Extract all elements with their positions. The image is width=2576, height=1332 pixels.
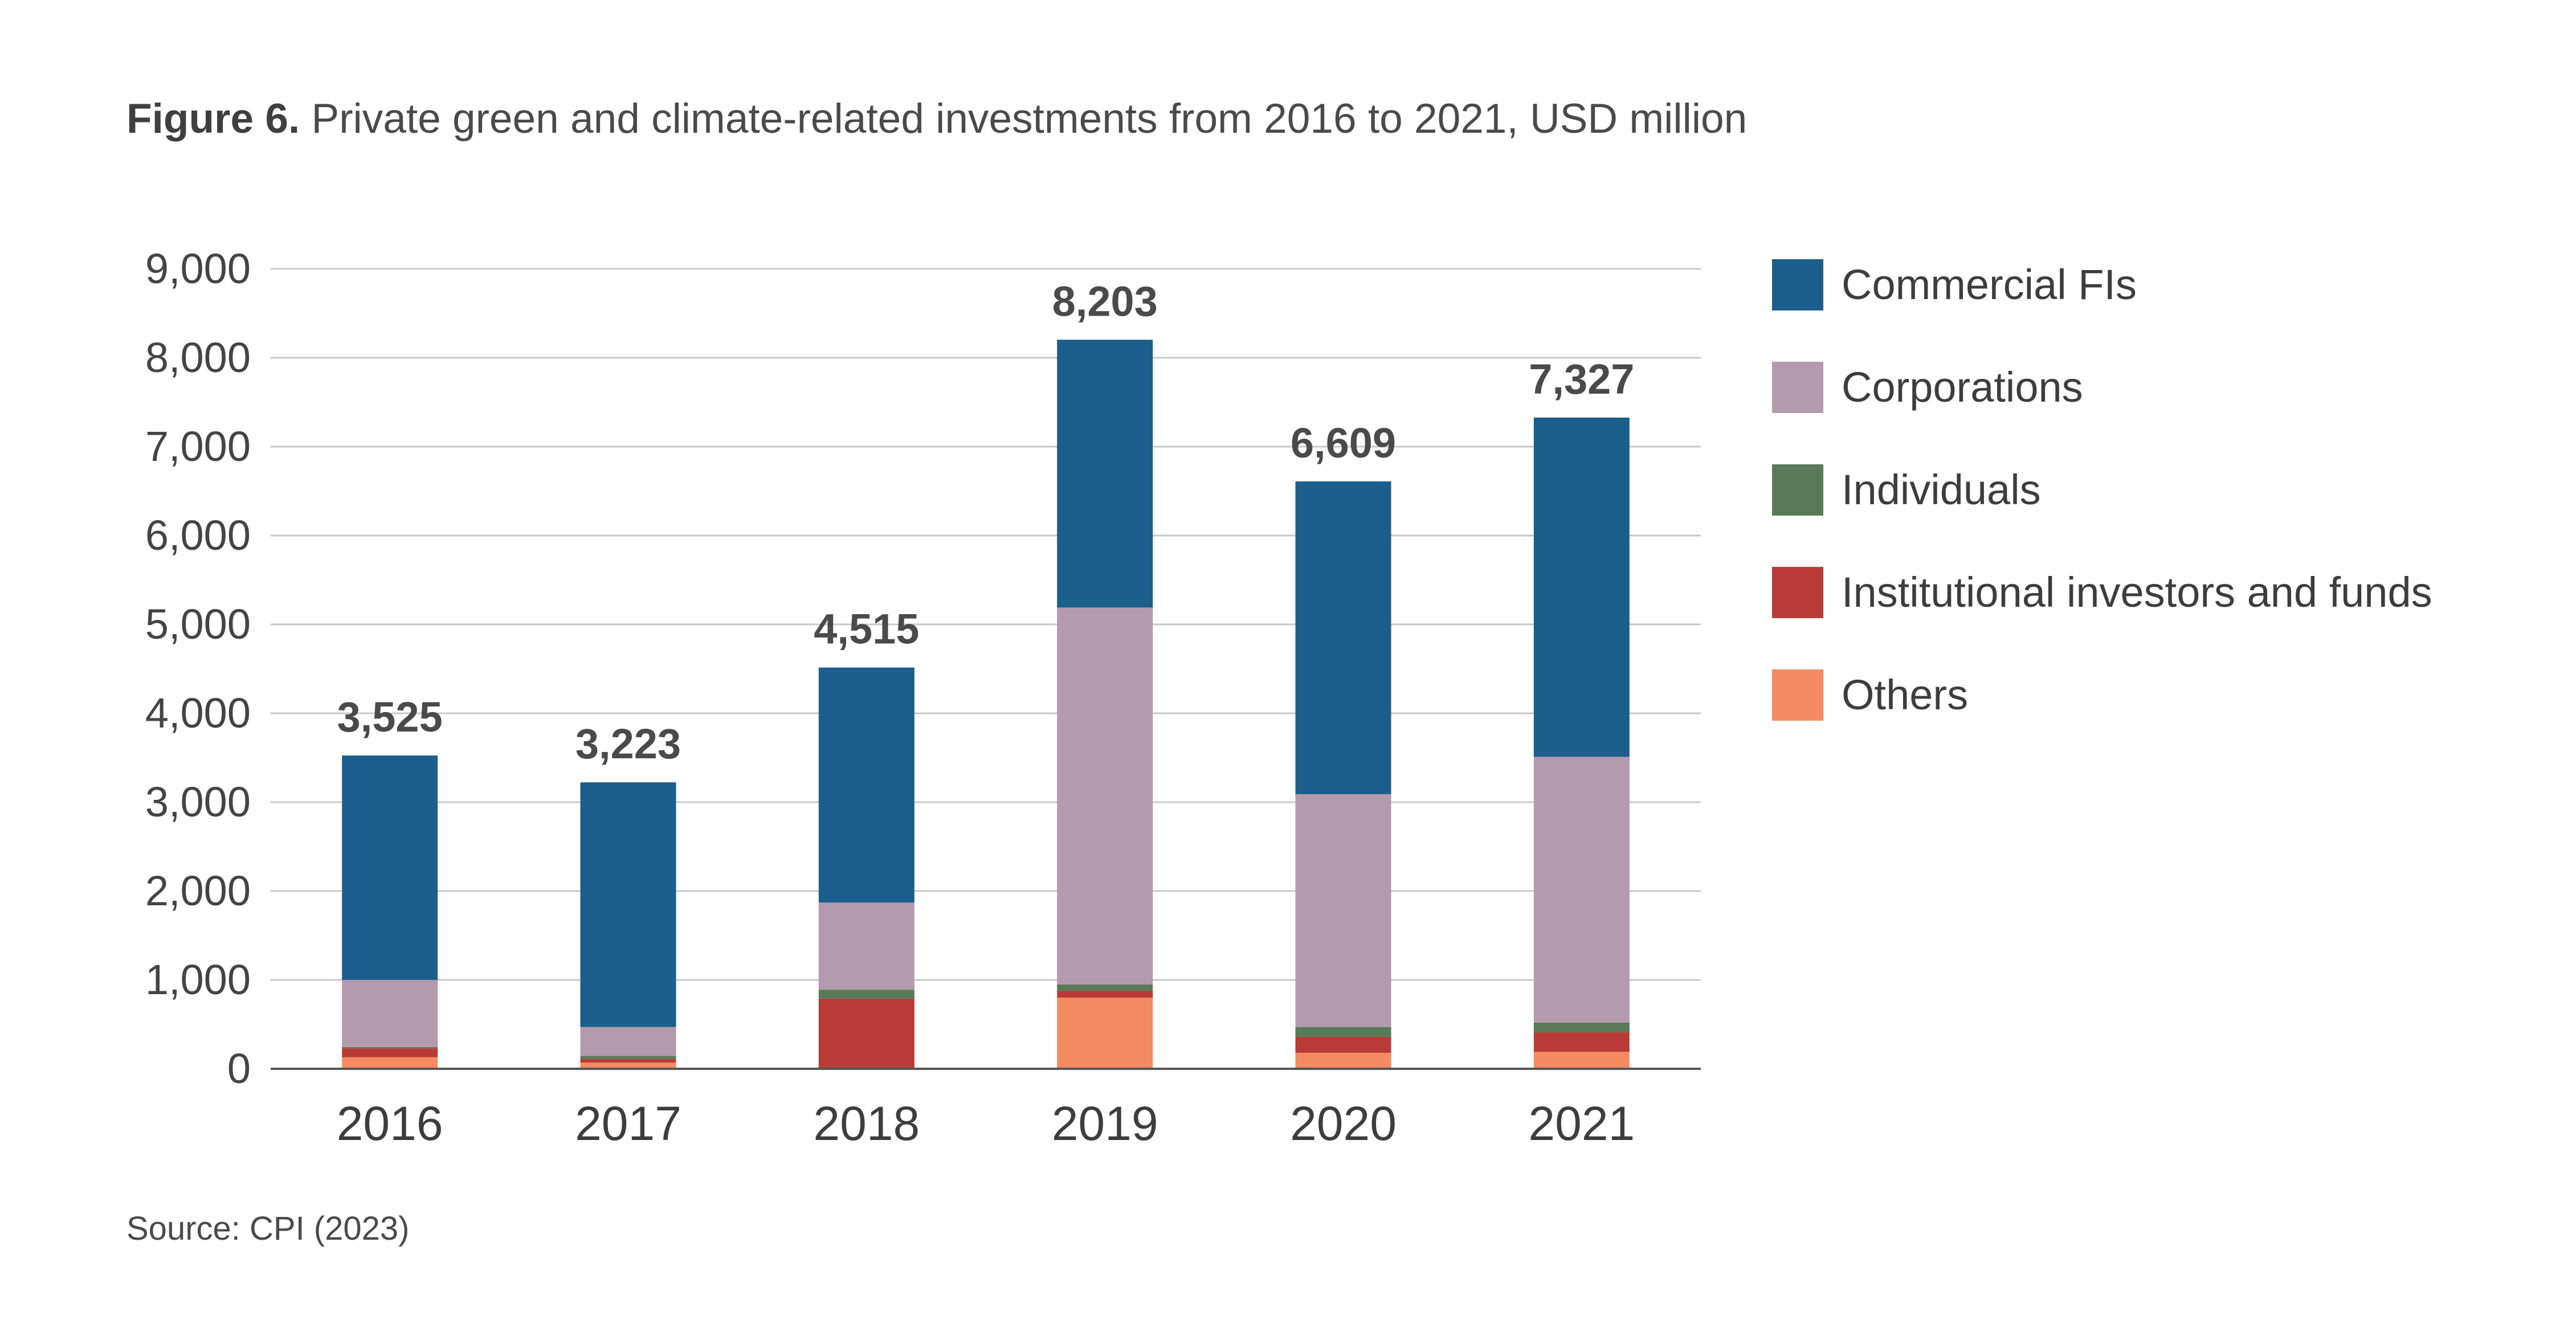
legend-item-commercial-fis: Commercial FIs [1772,259,2570,310]
bars [342,340,1630,1069]
x-tick-label-2019: 2019 [1052,1097,1158,1150]
y-tick-label: 6,000 [145,512,251,559]
bar-2018-commercial-fis [818,667,915,903]
bar-2016-commercial-fis [342,755,438,980]
bar-2020-individuals [1295,1027,1391,1037]
total-label-2019: 8,203 [1052,277,1158,325]
y-tick-label: 8,000 [145,334,251,381]
bar-2017-commercial-fis [580,782,676,1027]
y-tick-label: 1,000 [145,956,251,1003]
bar-2016-others [342,1057,438,1069]
x-axis-tick-labels: 2016 2017 2018 2019 2020 2021 [337,1097,1635,1150]
bar-2020-corporations [1295,794,1391,1027]
bar-2021-others [1533,1052,1630,1069]
y-tick-label: 9,000 [145,245,251,292]
total-label-2020: 6,609 [1291,419,1396,467]
legend-swatch [1772,464,1823,516]
bar-2017-others [580,1063,676,1069]
bar-2017-institutional-investors-and-funds [580,1059,676,1063]
figure-label: Figure 6. [126,96,300,142]
legend-label: Institutional investors and funds [1842,569,2432,616]
bar-2018-institutional-investors-and-funds [818,998,915,1069]
bar-2018-individuals [818,990,915,999]
x-tick-label-2017: 2017 [575,1097,681,1150]
y-tick-label: 3,000 [145,778,251,826]
legend-item-others: Others [1772,669,2570,721]
legend-label: Individuals [1842,466,2041,513]
bar-2016-individuals [342,1047,438,1049]
y-tick-label: 4,000 [145,689,251,737]
legend-item-corporations: Corporations [1772,362,2570,413]
bar-2017-individuals [580,1056,676,1059]
bar-2017-corporations [580,1027,676,1056]
total-label-2017: 3,223 [575,720,681,767]
source-note: Source: CPI (2023) [126,1210,410,1247]
bar-2021-individuals [1533,1022,1630,1033]
legend-swatch [1772,362,1823,413]
legend-swatch [1772,567,1823,618]
bar-2020-others [1295,1052,1391,1069]
bar-2021-commercial-fis [1533,417,1630,757]
legend-label: Commercial FIs [1842,261,2137,308]
legend-swatch [1772,259,1823,310]
y-tick-label: 5,000 [145,600,251,648]
legend-item-individuals: Individuals [1772,464,2570,516]
total-label-2021: 7,327 [1529,356,1634,403]
legend-label: Corporations [1842,363,2083,411]
bar-2019-corporations [1057,607,1153,984]
legend-label: Others [1842,671,1969,718]
y-tick-label: 7,000 [145,423,251,470]
total-labels: 3,525 3,223 4,515 8,203 6,609 7,327 [337,277,1635,767]
figure-title: Figure 6. Private green and climate-rela… [126,98,1747,140]
bar-2016-institutional-investors-and-funds [342,1048,438,1057]
legend-swatch [1772,669,1823,721]
bar-2016-corporations [342,980,438,1047]
total-label-2016: 3,525 [337,693,443,741]
bar-2021-institutional-investors-and-funds [1533,1032,1630,1052]
bar-2019-institutional-investors-and-funds [1057,990,1153,998]
y-tick-label: 2,000 [145,867,251,914]
x-tick-label-2020: 2020 [1290,1097,1397,1150]
x-tick-label-2021: 2021 [1528,1097,1635,1150]
total-label-2018: 4,515 [814,606,919,653]
y-tick-label: 0 [227,1045,251,1092]
bar-2020-commercial-fis [1295,481,1391,794]
gridlines [271,268,1701,981]
figure-title-text: Private green and climate-related invest… [311,96,1748,142]
y-axis-tick-labels: 0 1,000 2,000 3,000 4,000 5,000 6,000 7,000 8,00… [145,245,251,1092]
bar-2019-commercial-fis [1057,340,1153,608]
bar-2020-institutional-investors-and-funds [1295,1036,1391,1053]
bar-2019-others [1057,998,1153,1069]
bar-2018-corporations [818,902,915,990]
x-tick-label-2018: 2018 [813,1097,920,1150]
bar-2021-corporations [1533,757,1630,1023]
x-tick-label-2016: 2016 [337,1097,443,1150]
bar-2019-individuals [1057,984,1153,991]
legend-item-institutional-investors-and-funds: Institutional investors and funds [1772,567,2570,618]
